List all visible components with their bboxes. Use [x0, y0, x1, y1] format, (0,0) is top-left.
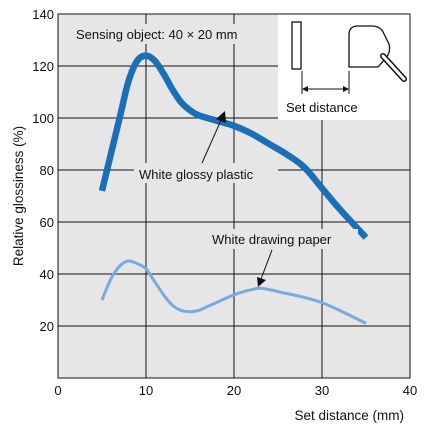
- y-axis-label: Relative glossiness (%): [11, 126, 26, 266]
- y-tick-label: 120: [32, 59, 54, 74]
- annotation-background: [68, 24, 274, 44]
- series-label-drawing-paper: White drawing paper: [212, 232, 332, 247]
- glossy-label-background: [134, 163, 278, 183]
- y-tick-label: 80: [40, 163, 54, 178]
- sensing-object-label: Sensing object: 40 × 20 mm: [76, 27, 238, 42]
- glossy-label-pointer: [201, 117, 223, 164]
- series-line-drawing-paper: [100, 259, 367, 325]
- paper-label-pointer: [260, 249, 273, 280]
- y-tick-label: 140: [32, 7, 54, 22]
- series-label-glossy-plastic: White glossy plastic: [139, 167, 254, 182]
- sensor-cable-icon-inner: [381, 54, 406, 81]
- distance-arrow-left: [302, 86, 308, 92]
- sensing-object-icon: [291, 21, 302, 70]
- sensor-diagram: Set distance: [278, 14, 410, 120]
- x-tick-label: 30: [315, 383, 329, 398]
- x-tick-label: 20: [227, 383, 241, 398]
- x-tick-label: 40: [403, 383, 417, 398]
- axis-ticks: 0 10 20 30 40 20 40 60 80 100 120 140: [32, 7, 417, 398]
- y-tick-label: 40: [40, 267, 54, 282]
- y-tick-label: 100: [32, 111, 54, 126]
- x-axis-label: Set distance (mm): [294, 408, 404, 423]
- series-line-glossy-plastic: [98, 52, 369, 240]
- paper-label-arrowhead: [257, 277, 266, 287]
- glossy-label-arrowhead: [216, 111, 226, 123]
- series-layer: [98, 52, 369, 325]
- distance-arrow-right: [343, 86, 349, 92]
- y-tick-label: 20: [40, 319, 54, 334]
- set-distance-label: Set distance: [286, 100, 358, 115]
- x-tick-label: 10: [139, 383, 153, 398]
- x-tick-label: 0: [54, 383, 61, 398]
- paper-label-background: [208, 229, 358, 249]
- y-tick-label: 60: [40, 215, 54, 230]
- sensor-head-icon: [348, 25, 391, 68]
